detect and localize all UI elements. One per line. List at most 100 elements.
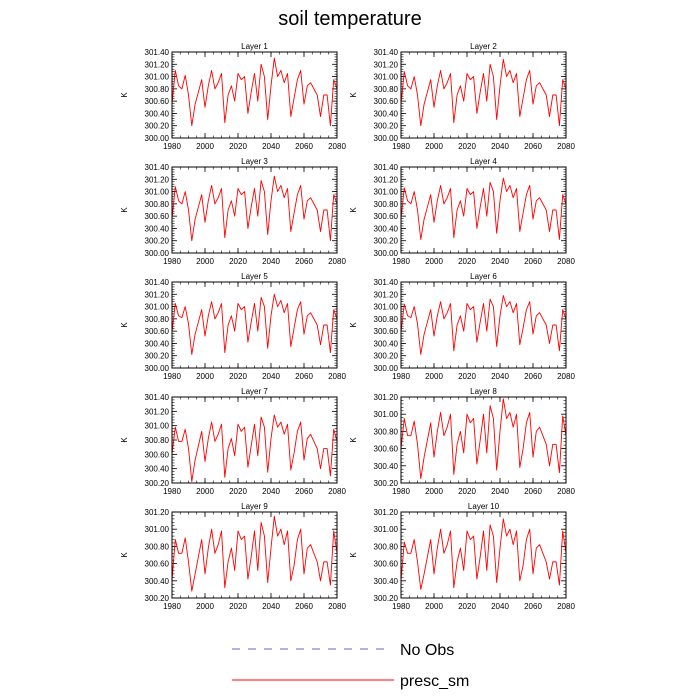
chart-panel-2: Layer 2 K 1980 2000 2020 2040 2060 2080 300.00 30… (349, 42, 575, 151)
x-tick-label: 2040 (262, 257, 280, 266)
x-tick-label: 2040 (262, 372, 280, 381)
y-tick-label: 300.20 (374, 594, 399, 603)
chart-panel-1: Layer 1 K 1980 2000 2020 2040 2060 2080 300.00 30… (120, 42, 346, 151)
x-tick-label: 1980 (163, 257, 181, 266)
x-tick-label: 1980 (163, 372, 181, 381)
series-line-presc-sm (400, 295, 567, 355)
chart-panel-6: Layer 6 K 1980 2000 2020 2040 2060 2080 300.00 30… (349, 272, 575, 381)
panel-title: Layer 6 (470, 272, 497, 281)
panel-title: Layer 1 (241, 42, 268, 51)
x-tick-label: 2020 (458, 487, 476, 496)
x-tick-label: 2060 (295, 602, 313, 611)
x-tick-label: 2000 (196, 372, 214, 381)
x-tick-label: 2040 (491, 257, 509, 266)
series-line-presc-sm (400, 398, 567, 480)
x-tick-label: 1980 (392, 372, 410, 381)
y-tick-label: 301.00 (374, 73, 399, 82)
x-tick-label: 1980 (392, 257, 410, 266)
chart-panel-4: Layer 4 K 1980 2000 2020 2040 2060 2080 300.00 30… (349, 157, 575, 266)
y-tick-label: 301.00 (145, 422, 170, 431)
y-tick-label: 301.20 (145, 508, 170, 517)
y-axis-label: K (349, 437, 358, 443)
x-tick-label: 2080 (557, 257, 575, 266)
y-tick-label: 300.20 (145, 122, 170, 131)
series-line-presc-sm (171, 414, 338, 483)
y-tick-label: 300.20 (374, 237, 399, 246)
y-tick-label: 300.80 (145, 200, 170, 209)
y-tick-label: 300.80 (145, 85, 170, 94)
x-tick-label: 2040 (491, 487, 509, 496)
y-tick-label: 300.60 (145, 450, 170, 459)
y-tick-label: 300.00 (145, 249, 170, 258)
panel-grid: Layer 1 K 1980 2000 2020 2040 2060 2080 300.00 30… (120, 42, 575, 611)
x-tick-label: 1980 (392, 487, 410, 496)
y-tick-label: 300.60 (374, 212, 399, 221)
y-tick-label: 300.40 (145, 465, 170, 474)
y-tick-label: 300.40 (374, 339, 399, 348)
x-tick-label: 2020 (229, 257, 247, 266)
y-tick-label: 301.20 (145, 175, 170, 184)
x-tick-label: 2080 (328, 487, 346, 496)
panel-title: Layer 3 (241, 157, 268, 166)
y-tick-label: 301.20 (374, 60, 399, 69)
panel-title: Layer 8 (470, 387, 497, 396)
y-axis-label: K (120, 92, 129, 98)
x-tick-label: 1980 (392, 602, 410, 611)
legend-label-presc-sm: presc_sm (400, 673, 469, 690)
x-tick-label: 2020 (458, 372, 476, 381)
y-tick-label: 300.80 (374, 200, 399, 209)
x-tick-label: 2060 (524, 372, 542, 381)
y-tick-label: 300.40 (374, 577, 399, 586)
plot-frame (171, 51, 338, 139)
y-tick-label: 300.80 (145, 315, 170, 324)
y-tick-label: 301.20 (145, 60, 170, 69)
y-tick-label: 300.80 (145, 436, 170, 445)
chart-panel-8: Layer 8 K 1980 2000 2020 2040 2060 2080 300.20 30… (349, 387, 575, 496)
series-line-presc-sm (400, 58, 567, 127)
chart-panel-5: Layer 5 K 1980 2000 2020 2040 2060 2080 300.00 30… (120, 272, 346, 381)
y-tick-label: 300.80 (145, 542, 170, 551)
panel-title: Layer 5 (241, 272, 268, 281)
y-tick-label: 301.20 (374, 290, 399, 299)
y-tick-label: 300.00 (374, 134, 399, 143)
y-tick-label: 301.20 (374, 393, 399, 402)
y-tick-label: 301.40 (374, 163, 399, 172)
x-tick-label: 2060 (524, 142, 542, 151)
series-line-presc-sm (400, 518, 567, 590)
y-tick-label: 300.80 (374, 315, 399, 324)
y-tick-label: 300.40 (145, 224, 170, 233)
x-tick-label: 2000 (425, 487, 443, 496)
y-tick-label: 300.00 (374, 364, 399, 373)
x-tick-label: 2040 (491, 372, 509, 381)
y-tick-label: 300.60 (374, 327, 399, 336)
panel-title: Layer 9 (241, 502, 268, 511)
y-tick-label: 301.00 (145, 525, 170, 534)
y-tick-label: 301.20 (145, 290, 170, 299)
y-axis-label: K (120, 322, 129, 328)
y-tick-label: 300.60 (145, 327, 170, 336)
y-tick-label: 300.40 (145, 109, 170, 118)
y-tick-label: 300.40 (145, 577, 170, 586)
plot-frame (400, 281, 567, 369)
y-tick-label: 301.20 (374, 175, 399, 184)
y-axis-label: K (349, 207, 358, 213)
y-tick-label: 300.00 (374, 249, 399, 258)
y-tick-label: 300.20 (374, 479, 399, 488)
panel-title: Layer 2 (470, 42, 497, 51)
y-tick-label: 300.60 (145, 97, 170, 106)
y-axis-label: K (120, 552, 129, 558)
y-tick-label: 300.20 (145, 479, 170, 488)
y-tick-label: 300.20 (145, 352, 170, 361)
y-axis-label: K (120, 437, 129, 443)
y-tick-label: 300.20 (145, 594, 170, 603)
y-tick-label: 301.00 (145, 303, 170, 312)
y-tick-label: 300.40 (374, 224, 399, 233)
x-tick-label: 2040 (262, 142, 280, 151)
x-tick-label: 2040 (491, 602, 509, 611)
plot-frame (171, 281, 338, 369)
y-tick-label: 300.20 (374, 122, 399, 131)
x-tick-label: 2060 (524, 257, 542, 266)
y-tick-label: 300.60 (145, 560, 170, 569)
series-line-presc-sm (171, 515, 338, 592)
x-tick-label: 2000 (196, 257, 214, 266)
